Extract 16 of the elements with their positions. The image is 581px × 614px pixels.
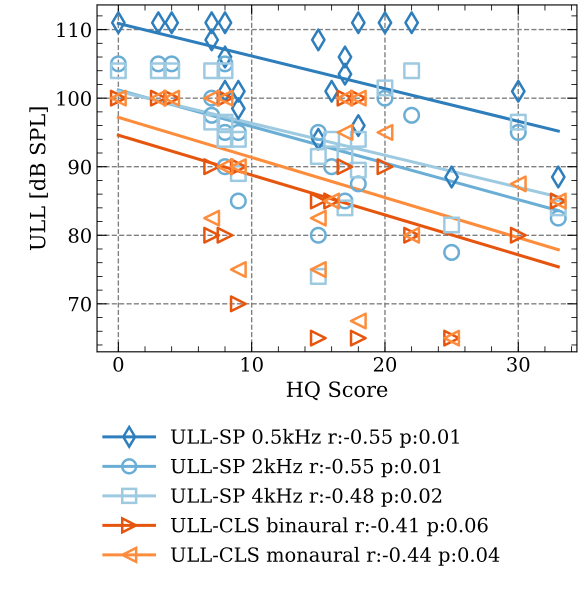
legend-label: ULL-SP 2kHz r:-0.55 p:0.01 (170, 458, 440, 478)
y-tick-label: 70 (69, 296, 91, 312)
y-axis-title: ULL [dB SPL] (29, 107, 48, 250)
y-tick-label: 110 (57, 22, 91, 38)
legend-label: ULL-SP 4kHz r:-0.48 p:0.02 (170, 488, 442, 507)
y-tick-label: 80 (68, 228, 91, 243)
legend-label: ULL-CLS monaural r:-0.44 p:0.04 (170, 546, 500, 566)
x-tick-label: 30 (507, 357, 530, 372)
y-tick-label: 90 (68, 160, 91, 174)
x-tick-label: 10 (242, 357, 263, 372)
legend-label: ULL-SP 0.5kHz r:-0.55 p:0.01 (170, 428, 459, 448)
x-axis-title: HQ Score (286, 381, 388, 400)
x-tick-label: 20 (374, 357, 396, 372)
legend-label: ULL-CLS binaural r:-0.41 p:0.06 (170, 517, 488, 536)
y-tick-label: 100 (57, 91, 91, 106)
x-tick-label: 0 (113, 357, 124, 372)
